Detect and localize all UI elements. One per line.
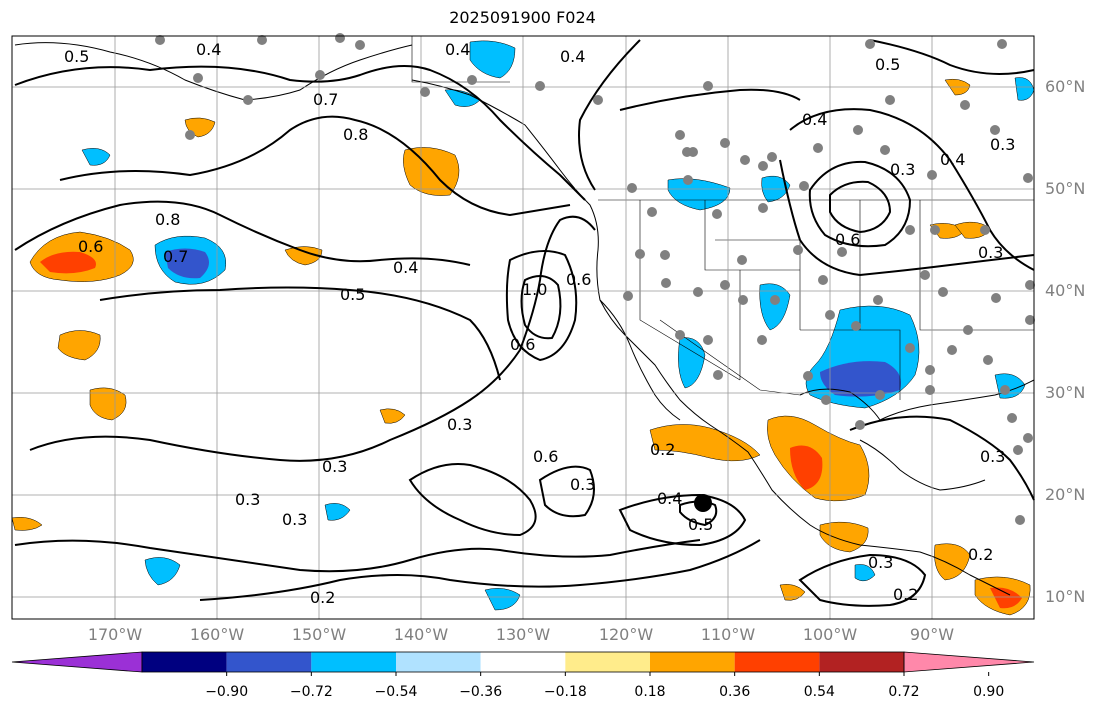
contour-label: 0.4 [802, 110, 827, 129]
contour-label: 0.4 [196, 40, 221, 59]
contour-label: 0.4 [657, 489, 682, 508]
colorbar-segment [142, 652, 227, 672]
contour-label-group: 0.5 0.4 0.4 0.4 0.5 0.7 0.8 0.8 0.6 0.7 … [64, 40, 1015, 607]
colorbar-segment [311, 652, 396, 672]
colorbar-tick-label: −0.36 [459, 684, 503, 700]
contour-label: 0.5 [875, 55, 900, 74]
contour-label: 0.6 [510, 335, 535, 354]
contour-label: 0.3 [978, 243, 1003, 262]
colorbar-segment [226, 652, 312, 672]
colorbar-tick-label: 0.72 [888, 684, 920, 700]
contour-label: 0.4 [560, 47, 585, 66]
colorbar-segment [819, 652, 904, 672]
lat-label: 50°N [1045, 179, 1086, 198]
colorbar-tick-label: 0.18 [634, 684, 666, 700]
colorbar-segment [734, 652, 820, 672]
contour-label: 0.4 [445, 40, 470, 59]
lon-label: 110°W [700, 625, 756, 644]
lon-label: 100°W [802, 625, 858, 644]
colorbar-segment [565, 652, 650, 672]
contour-label: 0.2 [968, 545, 993, 564]
contour-label: 0.3 [570, 475, 595, 494]
lat-label: 40°N [1045, 281, 1086, 300]
contour-label: 0.8 [155, 210, 180, 229]
contour-label: 0.3 [868, 553, 893, 572]
contour-label: 0.6 [78, 237, 103, 256]
lon-label: 120°W [598, 625, 654, 644]
colorbar-tick-label: 0.90 [973, 684, 1005, 700]
contour-label: 0.3 [980, 447, 1005, 466]
contour-label: 0.6 [835, 230, 860, 249]
colorbar-extend-high [903, 651, 1035, 673]
lon-label: 140°W [393, 625, 449, 644]
contour-label: 0.4 [940, 150, 965, 169]
contour-label: 0.2 [650, 440, 675, 459]
lat-label: 60°N [1045, 77, 1086, 96]
map-title: 2025091900 F024 [449, 8, 596, 27]
contour-label: 0.3 [235, 490, 260, 509]
colorbar [11, 651, 1035, 676]
station-dots [155, 33, 1035, 525]
colorbar-tick-label: −0.54 [374, 684, 418, 700]
colorbar-tick-label: −0.18 [543, 684, 587, 700]
colorbar-segment [650, 652, 735, 672]
contour-label: 0.2 [310, 588, 335, 607]
lon-label: 160°W [189, 625, 245, 644]
lon-label: 90°W [909, 625, 955, 644]
contour-label: 0.4 [393, 258, 418, 277]
lat-label: 20°N [1045, 485, 1086, 504]
contour-label: 0.5 [340, 285, 365, 304]
lon-label: 130°W [495, 625, 551, 644]
colorbar-tick-label: −0.72 [289, 684, 333, 700]
contour-label: 1.0 [522, 280, 547, 299]
colorbar-tick-label: −0.90 [205, 684, 249, 700]
contour-label: 0.5 [64, 47, 89, 66]
contour-label: 0.3 [990, 135, 1015, 154]
lat-label: 10°N [1045, 587, 1086, 606]
contour-label: 0.3 [282, 510, 307, 529]
colorbar-frame [141, 651, 905, 673]
contour-label: 0.2 [893, 585, 918, 604]
contour-label: 0.3 [447, 415, 472, 434]
contour-label: 0.8 [343, 125, 368, 144]
contour-lines [14, 39, 1035, 607]
contour-label: 0.6 [566, 270, 591, 289]
lat-label: 30°N [1045, 383, 1086, 402]
contour-label: 0.5 [688, 515, 713, 534]
contour-label: 0.3 [890, 160, 915, 179]
lon-label: 150°W [291, 625, 347, 644]
colorbar-segment [480, 652, 566, 672]
lon-label: 170°W [87, 625, 143, 644]
contour-label: 0.3 [322, 457, 347, 476]
plot-frame [11, 35, 1035, 620]
colorbar-tick-label: 0.36 [719, 684, 751, 700]
colorbar-extend-low [11, 651, 143, 673]
contour-label: 0.7 [313, 90, 338, 109]
contour-label: 0.6 [533, 447, 558, 466]
storm-center-marker [694, 494, 712, 512]
colorbar-tick-label: 0.54 [803, 684, 835, 700]
colorbar-segment [396, 652, 481, 672]
contour-label: 0.7 [163, 247, 188, 266]
